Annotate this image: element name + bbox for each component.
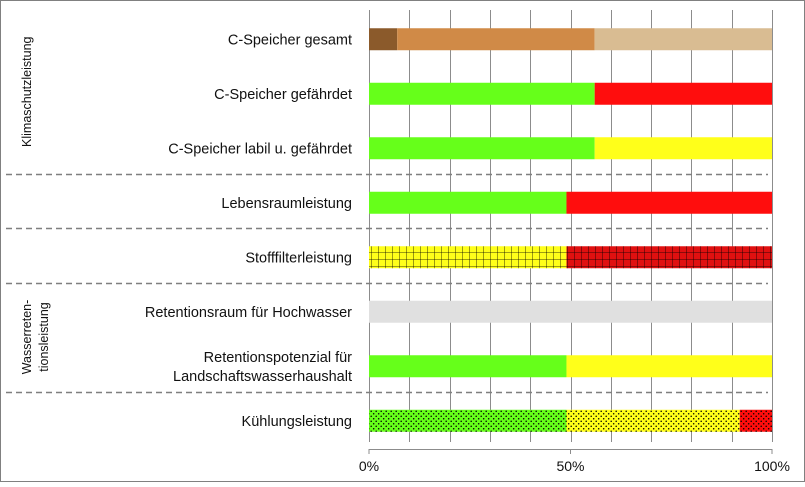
bar-segment-pattern	[739, 409, 772, 432]
group-label: Wasserreten-	[20, 300, 34, 375]
group-label: Klimaschutzleistung	[20, 36, 34, 147]
bar-segment-pattern	[566, 246, 772, 269]
bar-segment-pattern	[369, 246, 567, 269]
bar-segment	[369, 28, 398, 51]
group-label: tionsleistung	[37, 302, 51, 372]
x-tick-label: 50%	[556, 458, 584, 474]
bar-segment	[369, 137, 595, 160]
divider-layer	[6, 173, 768, 394]
group-layer: Klimaschutzleistung Wasserreten-tionsleis…	[20, 36, 51, 374]
bar-segment	[566, 191, 772, 214]
bar-segment-pattern	[566, 409, 740, 432]
x-tick-label: 0%	[359, 458, 379, 474]
bar-segment	[369, 300, 772, 323]
label-layer: C-Speicher gesamt C-Speicher gefährdet C-S…	[145, 32, 352, 430]
category-label: Kühlungsleistung	[242, 414, 352, 430]
bar-segment	[369, 191, 567, 214]
category-label: Stofffilterleistung	[245, 250, 352, 266]
bar-layer	[369, 28, 772, 432]
category-label: Retentionspotenzial für Landschaftswasser…	[173, 350, 352, 385]
bar-segment	[594, 82, 772, 105]
bar-segment	[594, 137, 772, 160]
category-label: C-Speicher labil u. gefährdet	[168, 141, 352, 157]
category-label: Lebensraumleistung	[221, 196, 352, 212]
x-tick-label: 100%	[754, 458, 790, 474]
bar-segment-pattern	[369, 409, 567, 432]
tick-layer: 0% 50% 100%	[359, 449, 790, 474]
bar-segment	[397, 28, 595, 51]
bar-segment	[369, 355, 567, 378]
bar-segment	[594, 28, 772, 51]
bar-segment	[369, 82, 595, 105]
category-label: C-Speicher gefährdet	[214, 87, 352, 103]
category-label: C-Speicher gesamt	[228, 32, 352, 48]
category-label: Retentionsraum für Hochwasser	[145, 305, 352, 321]
bar-segment	[566, 355, 772, 378]
